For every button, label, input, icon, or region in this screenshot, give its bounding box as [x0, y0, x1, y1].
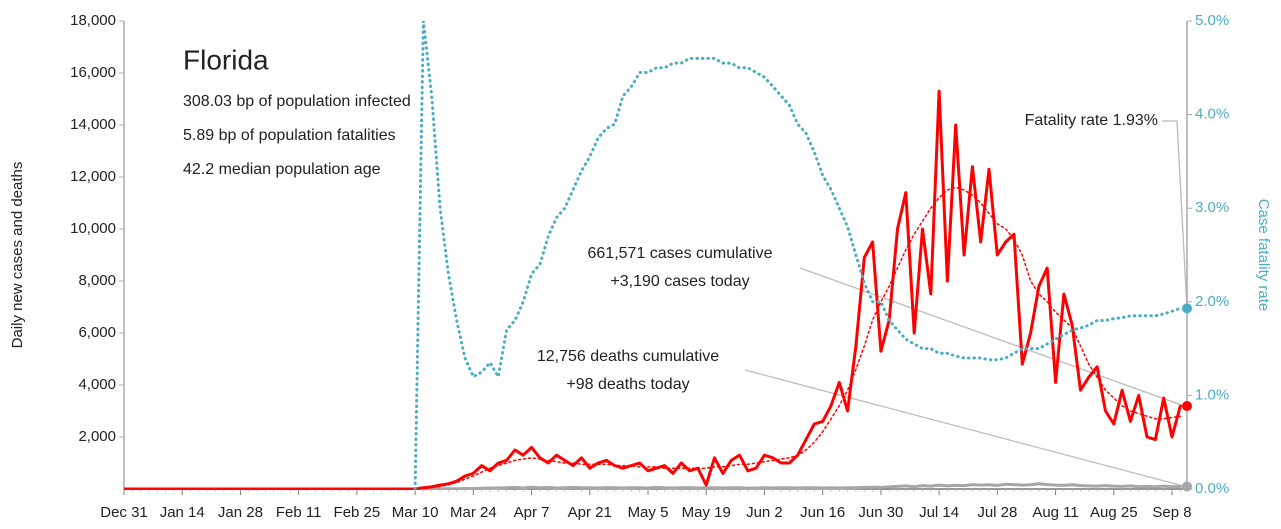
series-line — [422, 186, 1182, 489]
y-tick-label: 12,000 — [70, 168, 116, 185]
plot-area — [124, 21, 1182, 490]
endpoint-marker — [1182, 401, 1192, 412]
leader-lines — [744, 120, 1188, 488]
y-tick-label: 14,000 — [70, 116, 116, 133]
y2-tick-label: 2.0% — [1195, 293, 1229, 310]
y2-tick-label: 5.0% — [1195, 12, 1229, 29]
series-line — [124, 89, 1182, 490]
x-tick-label: Apr 21 — [568, 504, 612, 521]
annotation: Fatality rate 1.93% — [1025, 112, 1158, 129]
chart-title: Florida — [183, 44, 269, 75]
y-tick-label: 4,000 — [78, 376, 116, 393]
y-tick-label: 8,000 — [78, 272, 116, 289]
annotation: 661,571 cases cumulative — [588, 245, 773, 262]
x-tick-label: Aug 11 — [1032, 504, 1078, 521]
series-line — [413, 21, 1182, 490]
y2-tick-label: 1.0% — [1195, 386, 1229, 403]
endpoint-marker — [1182, 481, 1192, 492]
endpoint-marker — [1182, 303, 1192, 314]
y-tick-label: 6,000 — [78, 324, 116, 341]
y-tick-label: 16,000 — [70, 64, 116, 81]
y-tick-label: 2,000 — [78, 428, 116, 445]
leader-line — [1176, 120, 1188, 310]
x-tick-label: Feb 25 — [334, 504, 381, 521]
x-tick-label: Feb 11 — [276, 504, 322, 521]
x-tick-label: Jun 16 — [800, 504, 845, 521]
annotation: 12,756 deaths cumulative — [537, 348, 719, 365]
x-tick-label: Sep 8 — [1152, 504, 1191, 521]
y2-tick-label: 0.0% — [1195, 480, 1229, 497]
x-tick-label: Apr 7 — [514, 504, 550, 521]
y2-tick-label: 4.0% — [1195, 106, 1229, 123]
x-tick-label: Dec 31 — [100, 504, 148, 521]
x-tick-label: Mar 10 — [392, 504, 439, 521]
annotation: +98 deaths today — [566, 376, 689, 393]
x-tick-label: Aug 25 — [1090, 504, 1138, 521]
x-tick-label: May 5 — [628, 504, 669, 521]
y-tick-label: 18,000 — [70, 12, 116, 29]
y2-tick-label: 3.0% — [1195, 199, 1229, 216]
y-axis-label: Daily new cases and deaths — [9, 162, 26, 349]
x-tick-label: May 19 — [682, 504, 731, 521]
annotation: +3,190 cases today — [610, 273, 749, 290]
info-line: 42.2 median population age — [183, 161, 381, 178]
x-tick-label: Jan 28 — [218, 504, 263, 521]
y2-axis-label: Case fatality rate — [1255, 199, 1272, 312]
info-line: 5.89 bp of population fatalities — [183, 127, 396, 144]
x-tick-label: Jul 28 — [977, 504, 1017, 521]
info-line: 308.03 bp of population infected — [183, 93, 411, 110]
leader-line — [799, 267, 1188, 408]
x-tick-label: Jul 14 — [919, 504, 959, 521]
leader-line — [744, 369, 1188, 488]
x-tick-label: Jan 14 — [160, 504, 205, 521]
x-tick-label: Jun 2 — [746, 504, 783, 521]
x-tick-label: Jun 30 — [858, 504, 903, 521]
y-tick-label: 10,000 — [70, 220, 116, 237]
x-tick-label: Mar 24 — [450, 504, 497, 521]
